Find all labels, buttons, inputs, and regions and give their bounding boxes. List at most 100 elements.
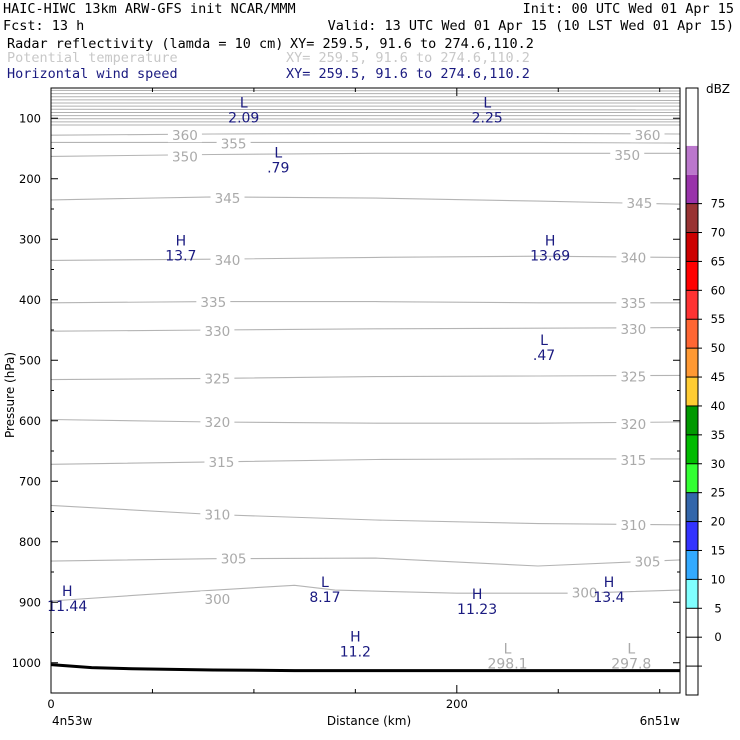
contour-label-bg <box>616 415 651 431</box>
field-2-xy: XY= 259.5, 91.6 to 274.6,110.2 <box>286 50 530 66</box>
colorbar-level-label: 15 <box>711 543 726 557</box>
upper-band-contour <box>50 89 681 92</box>
y-tick-label: 400 <box>19 293 41 307</box>
field-3-xy: XY= 259.5, 91.6 to 274.6,110.2 <box>286 66 530 82</box>
wind-extremum-L: L <box>274 146 282 162</box>
contour-label-345: 345 <box>215 191 241 207</box>
contour-label-bg <box>216 135 251 151</box>
contour-label-330: 330 <box>620 322 646 338</box>
theta-contour-320 <box>50 418 681 424</box>
contour-label-300: 300 <box>204 592 230 608</box>
wind-extremum-value: .79 <box>267 161 289 177</box>
header: HAIC-HIWC 13km ARW-GFS init NCAR/MMM Ini… <box>3 1 734 82</box>
init-text: Init: 00 UTC Wed 01 Apr 15 <box>523 1 734 17</box>
theta-extremum-value: 297.8 <box>611 657 651 673</box>
colorbar-level-label: 45 <box>711 370 726 384</box>
contour-label-bg <box>204 453 239 469</box>
wind-extremum-H: H <box>472 587 483 603</box>
colorbar-level-label: 30 <box>711 457 726 471</box>
colorbar-cell <box>686 116 698 146</box>
theta-contour-330 <box>50 327 681 332</box>
contour-label-360: 360 <box>635 128 661 144</box>
wind-extremum-value: 8.17 <box>309 590 340 606</box>
contour-label-320: 320 <box>204 415 230 431</box>
contour-label-bg <box>630 127 665 143</box>
x-axis-ticks: 0 200 <box>47 88 661 711</box>
contour-label-bg <box>210 251 245 267</box>
contour-label-bg <box>616 294 651 310</box>
contour-label-bg <box>616 249 651 265</box>
wind-extremum-value: 11.23 <box>457 602 497 618</box>
contour-label-325: 325 <box>620 370 646 386</box>
wind-extremum-H: H <box>545 233 556 249</box>
colorbar-cell <box>686 666 698 695</box>
colorbar-cell <box>686 492 698 522</box>
y-axis-label: Pressure (hPa) <box>3 352 17 438</box>
colorbar-cell <box>686 319 698 349</box>
upper-band-contour <box>50 108 681 111</box>
contour-label-350: 350 <box>172 149 198 165</box>
field-1-name: Radar reflectivity (lamda = 10 cm) <box>7 36 283 52</box>
wind-extremum-value: 2.25 <box>472 110 503 126</box>
contour-label-bg <box>200 370 235 386</box>
y-tick-label: 900 <box>19 595 41 609</box>
colorbar-cell <box>686 290 698 320</box>
contour-label-310: 310 <box>204 508 230 524</box>
title-text: HAIC-HIWC 13km ARW-GFS init NCAR/MMM <box>3 1 296 17</box>
valid-time-text: Valid: 13 UTC Wed 01 Apr 15 (10 LST Wed … <box>328 18 734 34</box>
y-tick-label: 700 <box>19 474 41 488</box>
wind-extremum-value: 13.7 <box>165 248 196 264</box>
colorbar-cell <box>686 348 698 378</box>
contour-label-345: 345 <box>627 196 653 212</box>
theta-contour-labels: 360 360 355 350 350 345 345 340 340 335 335 330 330 3… <box>167 127 665 608</box>
contour-label-bg <box>167 127 202 143</box>
colorbar-level-label: 5 <box>714 601 721 615</box>
y-tick-label: 200 <box>19 172 41 186</box>
contour-label-305: 305 <box>221 552 247 568</box>
field-2-name: Potential temperature <box>7 50 178 66</box>
wind-extremum-value: 11.44 <box>47 599 87 615</box>
colorbar-level-label: 65 <box>711 254 726 268</box>
contour-label-bg <box>567 584 602 600</box>
field-1-xy: XY= 259.5, 91.6 to 274.6,110.2 <box>290 36 534 52</box>
contour-label-300: 300 <box>572 586 598 602</box>
y-tick-label: 600 <box>19 414 41 428</box>
contour-label-bg <box>210 190 245 206</box>
theta-contour-340 <box>50 255 681 261</box>
contour-label-bg <box>200 506 235 522</box>
contour-label-335: 335 <box>620 296 646 312</box>
y-tick-label: 500 <box>19 353 41 367</box>
colorbar-cell <box>686 174 698 204</box>
wind-extremum-L: L <box>540 333 548 349</box>
contour-label-bg <box>196 294 231 310</box>
wind-extremum-H: H <box>604 575 615 591</box>
terrain-surface <box>50 663 680 673</box>
contour-label-315: 315 <box>209 455 235 471</box>
upper-band-contour <box>50 118 681 120</box>
theta-contour-355 <box>51 141 681 144</box>
wind-extremum-H: H <box>62 584 73 600</box>
colorbar-cell <box>686 232 698 262</box>
contour-label-340: 340 <box>215 253 241 269</box>
contour-label-bg <box>216 550 251 566</box>
x-right-endpoint-label: 6n51w <box>640 714 681 728</box>
colorbar-cell <box>686 463 698 493</box>
contour-label-bg <box>616 452 651 468</box>
contour-label-bg <box>610 147 645 163</box>
wind-extremum-value: .47 <box>533 348 555 364</box>
upper-contour-band <box>50 89 681 126</box>
wind-extremum-L: L <box>483 95 491 111</box>
wind-extremum-value: 11.2 <box>340 645 371 661</box>
x-tick-label: 200 <box>446 697 468 711</box>
field-3-name: Horizontal wind speed <box>7 66 178 82</box>
plot-area: 360 360 355 350 350 345 345 340 340 335 335 330 330 3… <box>12 87 681 711</box>
colorbar-level-label: 25 <box>711 486 726 500</box>
theta-contour-335 <box>50 301 680 304</box>
x-tick-label: 0 <box>47 697 54 711</box>
colorbar-cell <box>686 88 698 117</box>
wind-extremum-value: 13.69 <box>530 248 570 264</box>
colorbar-level-label: 20 <box>711 515 726 529</box>
y-tick-label: 1000 <box>12 656 41 670</box>
wind-extremum-H: H <box>350 630 361 646</box>
